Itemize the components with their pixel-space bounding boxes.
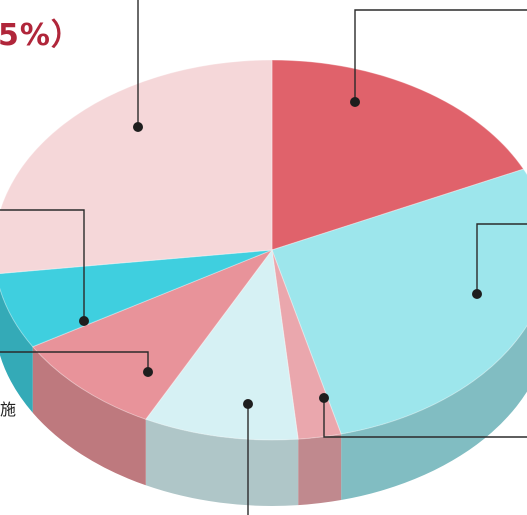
leader-dot-cyan-big	[472, 289, 482, 299]
leader-dot-pink-small	[319, 393, 329, 403]
leader-dot-teal	[79, 316, 89, 326]
percentage-label: 5%）	[0, 18, 82, 53]
leader-dot-light-blue	[243, 399, 253, 409]
pie-side-light-blue	[145, 419, 299, 506]
pie-slice-teal	[0, 249, 273, 348]
pie-slice-red	[271, 59, 525, 251]
pie-slice-pink-small	[271, 249, 342, 440]
leader-dot-rose	[143, 367, 153, 377]
leader-line-teal	[0, 209, 85, 321]
leader-line-cyan-big	[476, 223, 527, 294]
leader-line-rose	[0, 351, 149, 372]
side-label-char: 施	[0, 400, 17, 419]
pie-side-cyan-big	[341, 325, 527, 501]
pie-slice-pale-pink	[0, 59, 273, 274]
leader-line-red	[354, 9, 527, 102]
leader-dot-red	[350, 97, 360, 107]
pie-side-pink-small	[298, 434, 342, 506]
pie-slice-light-blue	[144, 248, 299, 441]
pie-side-teal	[0, 289, 33, 413]
leader-line-pink-small	[323, 398, 527, 438]
leader-dot-pale-pink	[133, 122, 143, 132]
pie-side-walls	[0, 289, 527, 506]
pie-slice-cyan-big	[271, 168, 527, 435]
pie-side-rose	[32, 346, 146, 486]
pie-top-faces	[0, 59, 527, 441]
